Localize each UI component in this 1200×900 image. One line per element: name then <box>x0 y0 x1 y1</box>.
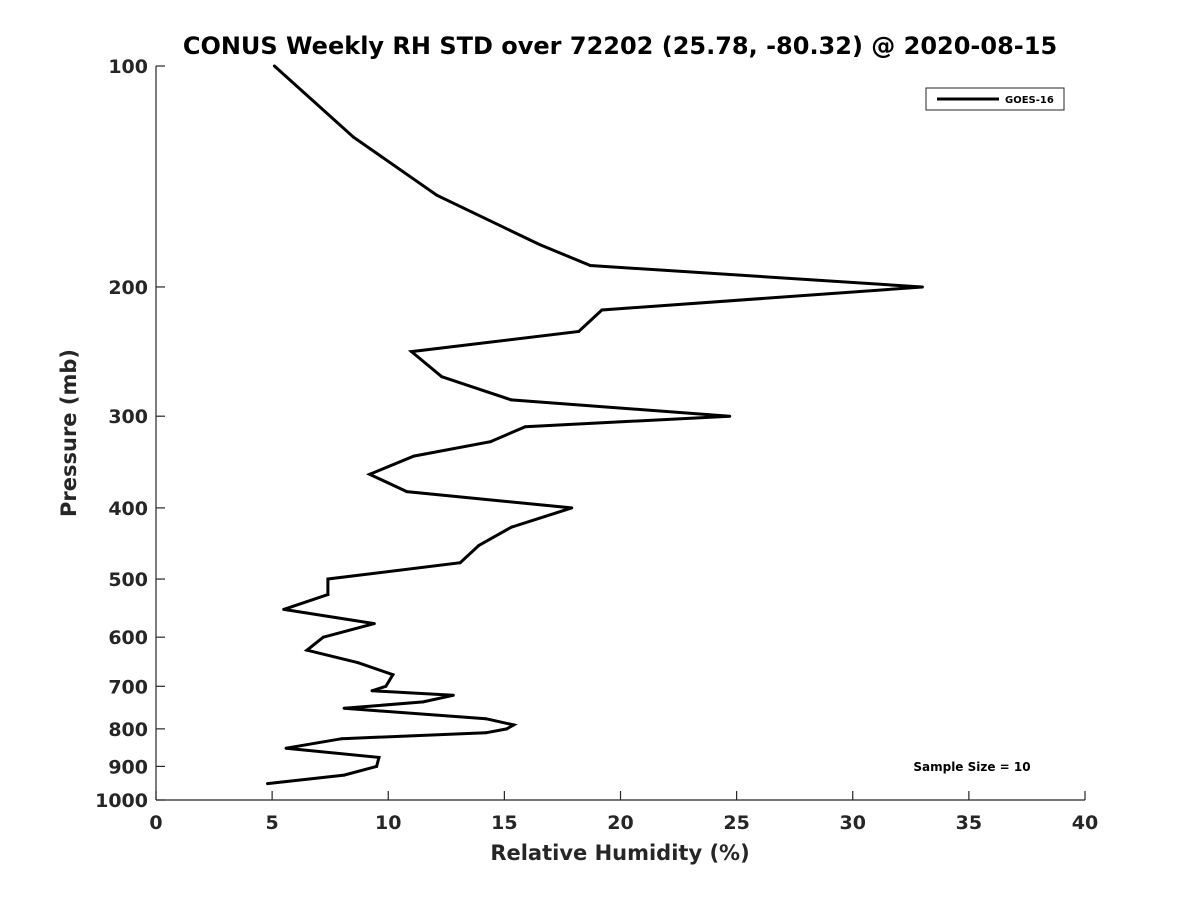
data-point <box>370 689 374 693</box>
data-point <box>405 490 409 494</box>
series-points <box>266 64 924 786</box>
data-point <box>412 454 416 458</box>
data-point <box>505 727 509 731</box>
x-tick-label: 5 <box>266 812 279 834</box>
data-point <box>326 577 330 581</box>
data-point <box>421 700 425 704</box>
x-tick-label: 30 <box>840 812 866 834</box>
data-point <box>512 723 516 727</box>
data-point <box>523 425 527 429</box>
legend: GOES-16 <box>925 87 1065 111</box>
data-point <box>356 661 360 665</box>
y-tick-label: 200 <box>108 277 148 299</box>
data-point <box>458 561 462 565</box>
data-point <box>321 635 325 639</box>
x-tick-label: 15 <box>491 812 517 834</box>
y-tick-label: 1000 <box>95 790 148 812</box>
data-point <box>451 693 455 697</box>
data-point <box>440 375 444 379</box>
x-tick-label: 25 <box>723 812 749 834</box>
data-point <box>375 764 379 768</box>
data-point <box>272 64 276 68</box>
y-ticks: 100 200 300 400 500 600 700 800 900 1000 <box>95 56 165 812</box>
data-point <box>391 673 395 677</box>
y-tick-label: 800 <box>108 719 148 741</box>
y-tick-label: 600 <box>108 627 148 649</box>
x-tick-label: 0 <box>149 812 162 834</box>
y-tick-label: 300 <box>108 406 148 428</box>
data-point <box>266 782 269 786</box>
x-ticks: 0 5 10 15 20 25 30 35 40 <box>149 791 1098 834</box>
legend-label: GOES-16 <box>1005 95 1054 106</box>
data-point <box>342 706 346 710</box>
data-point <box>509 398 513 402</box>
data-point <box>326 593 330 597</box>
data-point <box>484 731 488 735</box>
y-tick-label: 400 <box>108 498 148 520</box>
data-point <box>570 506 574 510</box>
y-tick-label: 700 <box>108 676 148 698</box>
data-point <box>377 755 381 759</box>
x-tick-label: 10 <box>375 812 401 834</box>
data-point <box>588 264 592 267</box>
data-point <box>384 684 388 688</box>
data-point <box>368 472 372 476</box>
data-point <box>577 330 581 333</box>
x-tick-label: 40 <box>1072 812 1098 834</box>
data-point <box>342 773 346 777</box>
data-point <box>435 193 439 197</box>
y-tick-label: 500 <box>108 569 148 591</box>
x-tick-label: 35 <box>956 812 982 834</box>
data-point <box>372 622 376 626</box>
data-point <box>340 737 344 741</box>
chart-title: CONUS Weekly RH STD over 72202 (25.78, -… <box>183 32 1057 60</box>
data-point <box>509 525 513 529</box>
data-point <box>305 648 309 652</box>
data-point <box>477 544 481 547</box>
x-tick-label: 20 <box>607 812 633 834</box>
data-point <box>600 308 604 312</box>
data-point <box>484 717 488 721</box>
data-point <box>920 285 924 289</box>
y-tick-label: 100 <box>108 56 148 78</box>
data-point <box>537 242 541 246</box>
data-point <box>351 135 355 139</box>
data-point <box>282 607 286 611</box>
x-axis-label: Relative Humidity (%) <box>490 841 749 865</box>
data-point <box>488 440 492 444</box>
data-point <box>284 746 288 750</box>
data-point <box>728 414 732 418</box>
y-axis-label: Pressure (mb) <box>57 349 81 517</box>
sample-size-annotation: Sample Size = 10 <box>913 760 1030 774</box>
y-tick-label: 900 <box>108 756 148 778</box>
data-point <box>410 350 413 354</box>
